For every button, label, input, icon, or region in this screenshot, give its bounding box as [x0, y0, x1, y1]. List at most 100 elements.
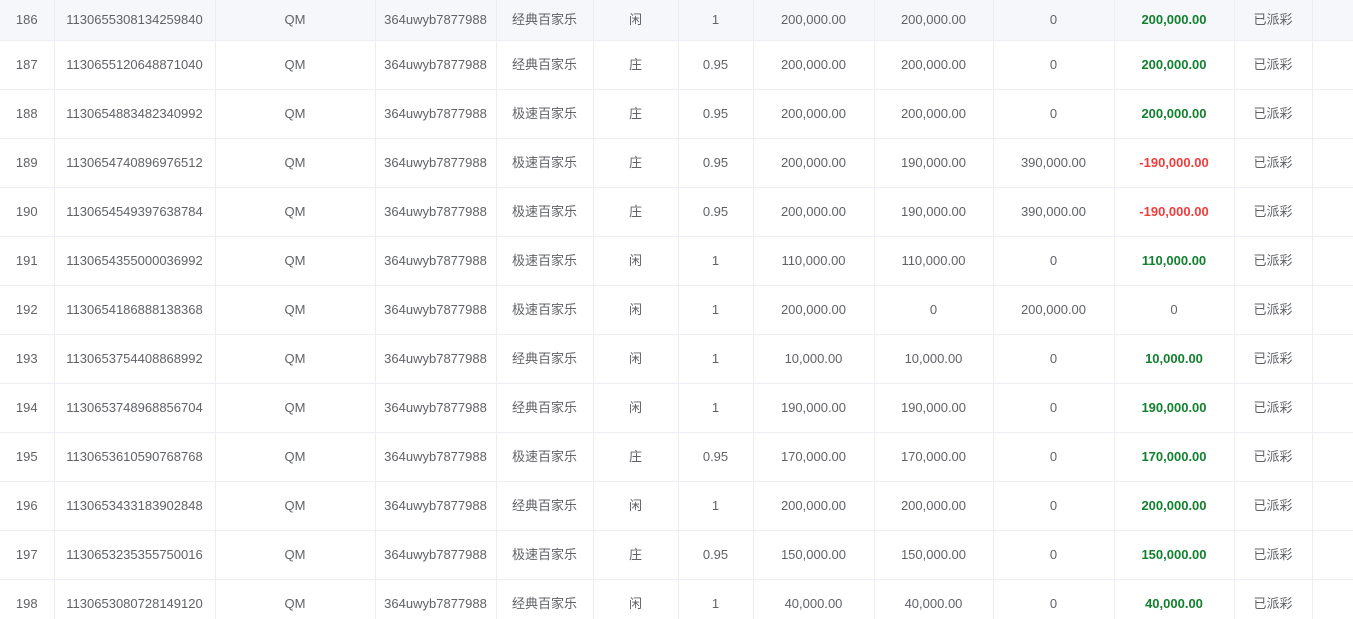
cell-bet: 190,000.00 — [753, 383, 875, 433]
cell-odds: 0.95 — [678, 432, 754, 482]
status-badge: 已派彩 — [1234, 236, 1313, 286]
cell-bet-no: 1130653748968856704 — [54, 383, 216, 433]
cell-extra — [1312, 579, 1353, 619]
cell-odds: 1 — [678, 236, 754, 286]
cell-side: 庄 — [593, 89, 679, 139]
cell-extra — [1312, 383, 1353, 433]
cell-profit: 200,000.00 — [1114, 0, 1235, 41]
table-row[interactable]: 194 1130653748968856704 QM 364uwyb7877988 经典… — [0, 383, 1353, 433]
cell-odds: 0.95 — [678, 138, 754, 188]
cell-valid: 200,000.00 — [874, 89, 994, 139]
profit-value-positive: 170,000.00 — [1141, 449, 1207, 464]
cell-vendor: QM — [215, 481, 376, 531]
table-row[interactable]: 187 1130655120648871040 QM 364uwyb7877988 经典… — [0, 40, 1353, 90]
table-row[interactable]: 197 1130653235355750016 QM 364uwyb7877988 极速… — [0, 530, 1353, 580]
cell-extra — [1312, 285, 1353, 335]
cell-payout: 390,000.00 — [993, 187, 1115, 237]
status-badge: 已派彩 — [1234, 0, 1313, 41]
cell-account: 364uwyb7877988 — [375, 383, 497, 433]
cell-account: 364uwyb7877988 — [375, 481, 497, 531]
profit-value-neutral: 0 — [1170, 302, 1178, 317]
cell-vendor: QM — [215, 236, 376, 286]
profit-value-positive: 200,000.00 — [1141, 106, 1207, 121]
cell-vendor: QM — [215, 530, 376, 580]
cell-side: 闲 — [593, 579, 679, 619]
cell-payout: 0 — [993, 530, 1115, 580]
cell-side: 闲 — [593, 383, 679, 433]
cell-game: 经典百家乐 — [496, 334, 594, 384]
cell-odds: 0.95 — [678, 530, 754, 580]
cell-payout: 0 — [993, 383, 1115, 433]
cell-side: 庄 — [593, 138, 679, 188]
cell-payout: 0 — [993, 481, 1115, 531]
cell-index: 194 — [0, 383, 55, 433]
profit-value-positive: 190,000.00 — [1141, 400, 1207, 415]
table-row[interactable]: 189 1130654740896976512 QM 364uwyb7877988 极速… — [0, 138, 1353, 188]
table-row[interactable]: 195 1130653610590768768 QM 364uwyb7877988 极速… — [0, 432, 1353, 482]
cell-profit: -190,000.00 — [1114, 187, 1235, 237]
cell-game: 经典百家乐 — [496, 383, 594, 433]
cell-valid: 150,000.00 — [874, 530, 994, 580]
cell-extra — [1312, 187, 1353, 237]
cell-extra — [1312, 138, 1353, 188]
cell-index: 191 — [0, 236, 55, 286]
cell-valid: 190,000.00 — [874, 383, 994, 433]
cell-vendor: QM — [215, 187, 376, 237]
table-row[interactable]: 191 1130654355000036992 QM 364uwyb7877988 极速… — [0, 236, 1353, 286]
cell-valid: 0 — [874, 285, 994, 335]
cell-valid: 200,000.00 — [874, 0, 994, 41]
table-row[interactable]: 188 1130654883482340992 QM 364uwyb7877988 极速… — [0, 89, 1353, 139]
table-row[interactable]: 193 1130653754408868992 QM 364uwyb7877988 经典… — [0, 334, 1353, 384]
cell-valid: 10,000.00 — [874, 334, 994, 384]
status-badge: 已派彩 — [1234, 187, 1313, 237]
table-row[interactable]: 190 1130654549397638784 QM 364uwyb7877988 极速… — [0, 187, 1353, 237]
cell-profit: 200,000.00 — [1114, 481, 1235, 531]
cell-valid: 190,000.00 — [874, 187, 994, 237]
cell-extra — [1312, 89, 1353, 139]
cell-vendor: QM — [215, 383, 376, 433]
cell-account: 364uwyb7877988 — [375, 187, 497, 237]
cell-game: 经典百家乐 — [496, 579, 594, 619]
cell-side: 闲 — [593, 236, 679, 286]
profit-value-negative: -190,000.00 — [1139, 204, 1209, 219]
status-badge: 已派彩 — [1234, 138, 1313, 188]
cell-account: 364uwyb7877988 — [375, 40, 497, 90]
cell-bet: 200,000.00 — [753, 187, 875, 237]
status-badge: 已派彩 — [1234, 432, 1313, 482]
cell-index: 193 — [0, 334, 55, 384]
cell-side: 庄 — [593, 40, 679, 90]
cell-profit: 110,000.00 — [1114, 236, 1235, 286]
table-row[interactable]: 192 1130654186888138368 QM 364uwyb7877988 极速… — [0, 285, 1353, 335]
cell-vendor: QM — [215, 0, 376, 41]
status-badge: 已派彩 — [1234, 40, 1313, 90]
table-row[interactable]: 186 1130655308134259840 QM 364uwyb7877988 经典… — [0, 0, 1353, 41]
cell-bet: 200,000.00 — [753, 285, 875, 335]
cell-bet-no: 1130654740896976512 — [54, 138, 216, 188]
cell-bet: 150,000.00 — [753, 530, 875, 580]
table-row[interactable]: 198 1130653080728149120 QM 364uwyb7877988 经典… — [0, 579, 1353, 619]
cell-game: 极速百家乐 — [496, 89, 594, 139]
cell-profit: 10,000.00 — [1114, 334, 1235, 384]
cell-vendor: QM — [215, 579, 376, 619]
cell-payout: 0 — [993, 579, 1115, 619]
cell-odds: 1 — [678, 285, 754, 335]
cell-vendor: QM — [215, 432, 376, 482]
cell-index: 192 — [0, 285, 55, 335]
profit-value-negative: -190,000.00 — [1139, 155, 1209, 170]
cell-side: 庄 — [593, 187, 679, 237]
cell-index: 195 — [0, 432, 55, 482]
cell-bet-no: 1130654883482340992 — [54, 89, 216, 139]
cell-game: 极速百家乐 — [496, 432, 594, 482]
cell-bet-no: 1130653080728149120 — [54, 579, 216, 619]
table-row[interactable]: 196 1130653433183902848 QM 364uwyb7877988 经典… — [0, 481, 1353, 531]
cell-bet: 200,000.00 — [753, 138, 875, 188]
cell-bet: 10,000.00 — [753, 334, 875, 384]
cell-profit: 0 — [1114, 285, 1235, 335]
cell-bet-no: 1130654355000036992 — [54, 236, 216, 286]
cell-bet: 200,000.00 — [753, 40, 875, 90]
cell-game: 经典百家乐 — [496, 0, 594, 41]
cell-game: 极速百家乐 — [496, 530, 594, 580]
